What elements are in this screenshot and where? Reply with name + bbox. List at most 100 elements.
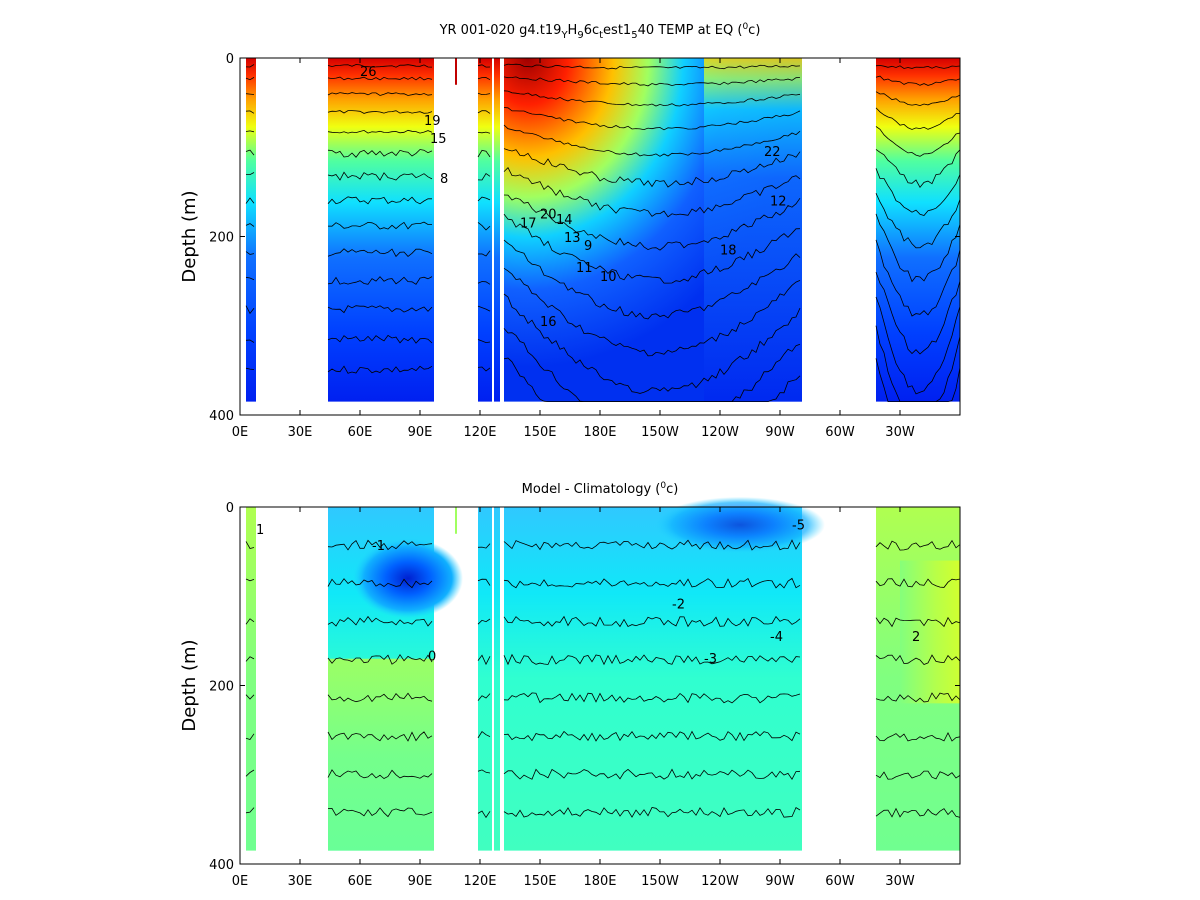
- top-contour-line: [245, 197, 255, 204]
- top-contour-label: 11: [576, 261, 593, 276]
- bottom-x-tick-label: 120E: [463, 874, 496, 889]
- bottom-x-tick-label: 0E: [232, 874, 249, 889]
- top-contour-line: [327, 276, 433, 285]
- bottom-contour-line: [875, 732, 961, 742]
- top-contour-line: [245, 130, 255, 133]
- bottom-contour-line: [503, 768, 801, 780]
- top-contour-line: [477, 281, 491, 285]
- bottom-contour-line: [477, 810, 491, 819]
- top-contour-line: [503, 107, 801, 131]
- top-contour-line: [503, 167, 801, 218]
- top-contour-line: [477, 196, 491, 202]
- top-y-tick-label: 400: [209, 409, 234, 424]
- top-contour-line: [245, 367, 255, 370]
- top-contour-label: 18: [720, 243, 737, 258]
- top-contour-label: 22: [764, 145, 781, 160]
- bottom-contour-line: [327, 615, 433, 627]
- top-contour-line: [477, 250, 491, 257]
- bottom-contour-line: [503, 692, 801, 704]
- top-x-tick-label: 150E: [523, 425, 556, 440]
- top-contour-line: [245, 110, 255, 114]
- bottom-contour-line: [477, 618, 491, 625]
- top-contour-line: [875, 213, 961, 283]
- bottom-heatmap-fill: [246, 496, 960, 851]
- bottom-contour-line: [875, 654, 961, 665]
- top-ocean-segment: [328, 58, 434, 402]
- bottom-x-tick-label: 120W: [701, 874, 739, 889]
- top-x-tick-label: 30W: [885, 425, 915, 440]
- top-ocean-segment: [246, 58, 256, 402]
- bottom-contour-line: [327, 731, 433, 742]
- bottom-contour-line: [875, 692, 961, 703]
- bottom-contour-label: -4: [770, 630, 783, 645]
- top-contour-line: [327, 129, 433, 134]
- bottom-contour-label: -5: [792, 518, 805, 533]
- bottom-ocean-segment: [504, 507, 802, 851]
- top-contour-label: 13: [564, 231, 581, 246]
- top-x-tick-label: 60E: [348, 425, 373, 440]
- top-contour-label: 17: [520, 217, 537, 232]
- bottom-anomaly-panel: -1 0 -2 -3 -4 -5 1 2 0E 30E 60E 90E 120E 150E 180E 150…: [179, 496, 961, 889]
- bottom-cold-anomaly-core: [353, 538, 463, 619]
- bottom-contour-line: [327, 807, 433, 818]
- bottom-atlantic-warm-anomaly: [900, 560, 960, 704]
- top-contour-line: [327, 64, 433, 68]
- bottom-contour-label: 2: [912, 630, 920, 645]
- bottom-contour-line: [245, 733, 255, 740]
- bottom-east-pacific-cool-band: [655, 496, 825, 553]
- top-contour-line: [503, 213, 801, 284]
- top-x-tick-label: 120E: [463, 425, 496, 440]
- top-contour-line: [503, 76, 801, 87]
- bottom-contour-lines: -1 0 -2 -3 -4 -5 1 2: [245, 518, 961, 819]
- top-x-tick-label: 90W: [765, 425, 795, 440]
- top-contour-line: [875, 193, 961, 249]
- bottom-contour-label: -2: [672, 598, 685, 613]
- bottom-x-tick-label: 150W: [641, 874, 679, 889]
- top-contour-line: [245, 251, 255, 255]
- top-contour-line: [246, 172, 255, 176]
- top-contour-line: [503, 148, 801, 188]
- bottom-x-tick-label: 90W: [765, 874, 795, 889]
- top-contour-line: [477, 173, 491, 181]
- bottom-chart-title: Model - Climatology (0c): [522, 481, 679, 497]
- top-contour-label: 10: [600, 270, 617, 285]
- top-contour-line: [503, 63, 801, 70]
- top-contour-line: [503, 357, 801, 403]
- top-x-tick-label: 120W: [701, 425, 739, 440]
- top-contour-line: [477, 366, 491, 372]
- top-contour-line: [477, 222, 491, 231]
- top-contour-line: [245, 149, 255, 156]
- top-contour-lines: 26 19 20 14 13 11 10 18 12 22 16 15 17 9 8: [245, 63, 961, 403]
- top-contour-line: [477, 149, 491, 158]
- bottom-contour-line: [327, 769, 433, 779]
- bottom-contour-label: 1: [256, 523, 264, 538]
- top-contour-line: [477, 77, 491, 81]
- top-x-tick-label: 90E: [408, 425, 433, 440]
- top-x-tick-label: 60W: [825, 425, 855, 440]
- bottom-contour-line: [245, 807, 255, 814]
- top-heatmap-fill: [246, 58, 960, 402]
- top-contour-line: [503, 124, 801, 157]
- bottom-contour-line: [875, 807, 961, 818]
- top-contour-line: [477, 110, 491, 114]
- top-contour-line: [477, 92, 491, 96]
- bottom-contour-label: 0: [428, 650, 436, 665]
- top-contour-line: [875, 107, 961, 130]
- top-island-column: [455, 58, 457, 85]
- top-contour-label: 14: [556, 213, 573, 228]
- top-x-tick-label: 30E: [288, 425, 313, 440]
- bottom-x-tick-label: 180E: [583, 874, 616, 889]
- bottom-contour-line: [875, 616, 961, 628]
- bottom-contour-line: [245, 769, 255, 777]
- bottom-contour-line: [477, 578, 491, 586]
- top-contour-line: [245, 64, 255, 68]
- top-contour-line: [327, 365, 433, 374]
- top-contour-line: [875, 296, 961, 395]
- bottom-contour-label: -3: [704, 652, 717, 667]
- bottom-y-tick-label: 400: [209, 858, 234, 873]
- top-contour-line: [875, 358, 961, 403]
- bottom-contour-line: [503, 807, 801, 818]
- bottom-y-tick-label: 200: [209, 680, 234, 695]
- top-contour-line: [327, 248, 433, 258]
